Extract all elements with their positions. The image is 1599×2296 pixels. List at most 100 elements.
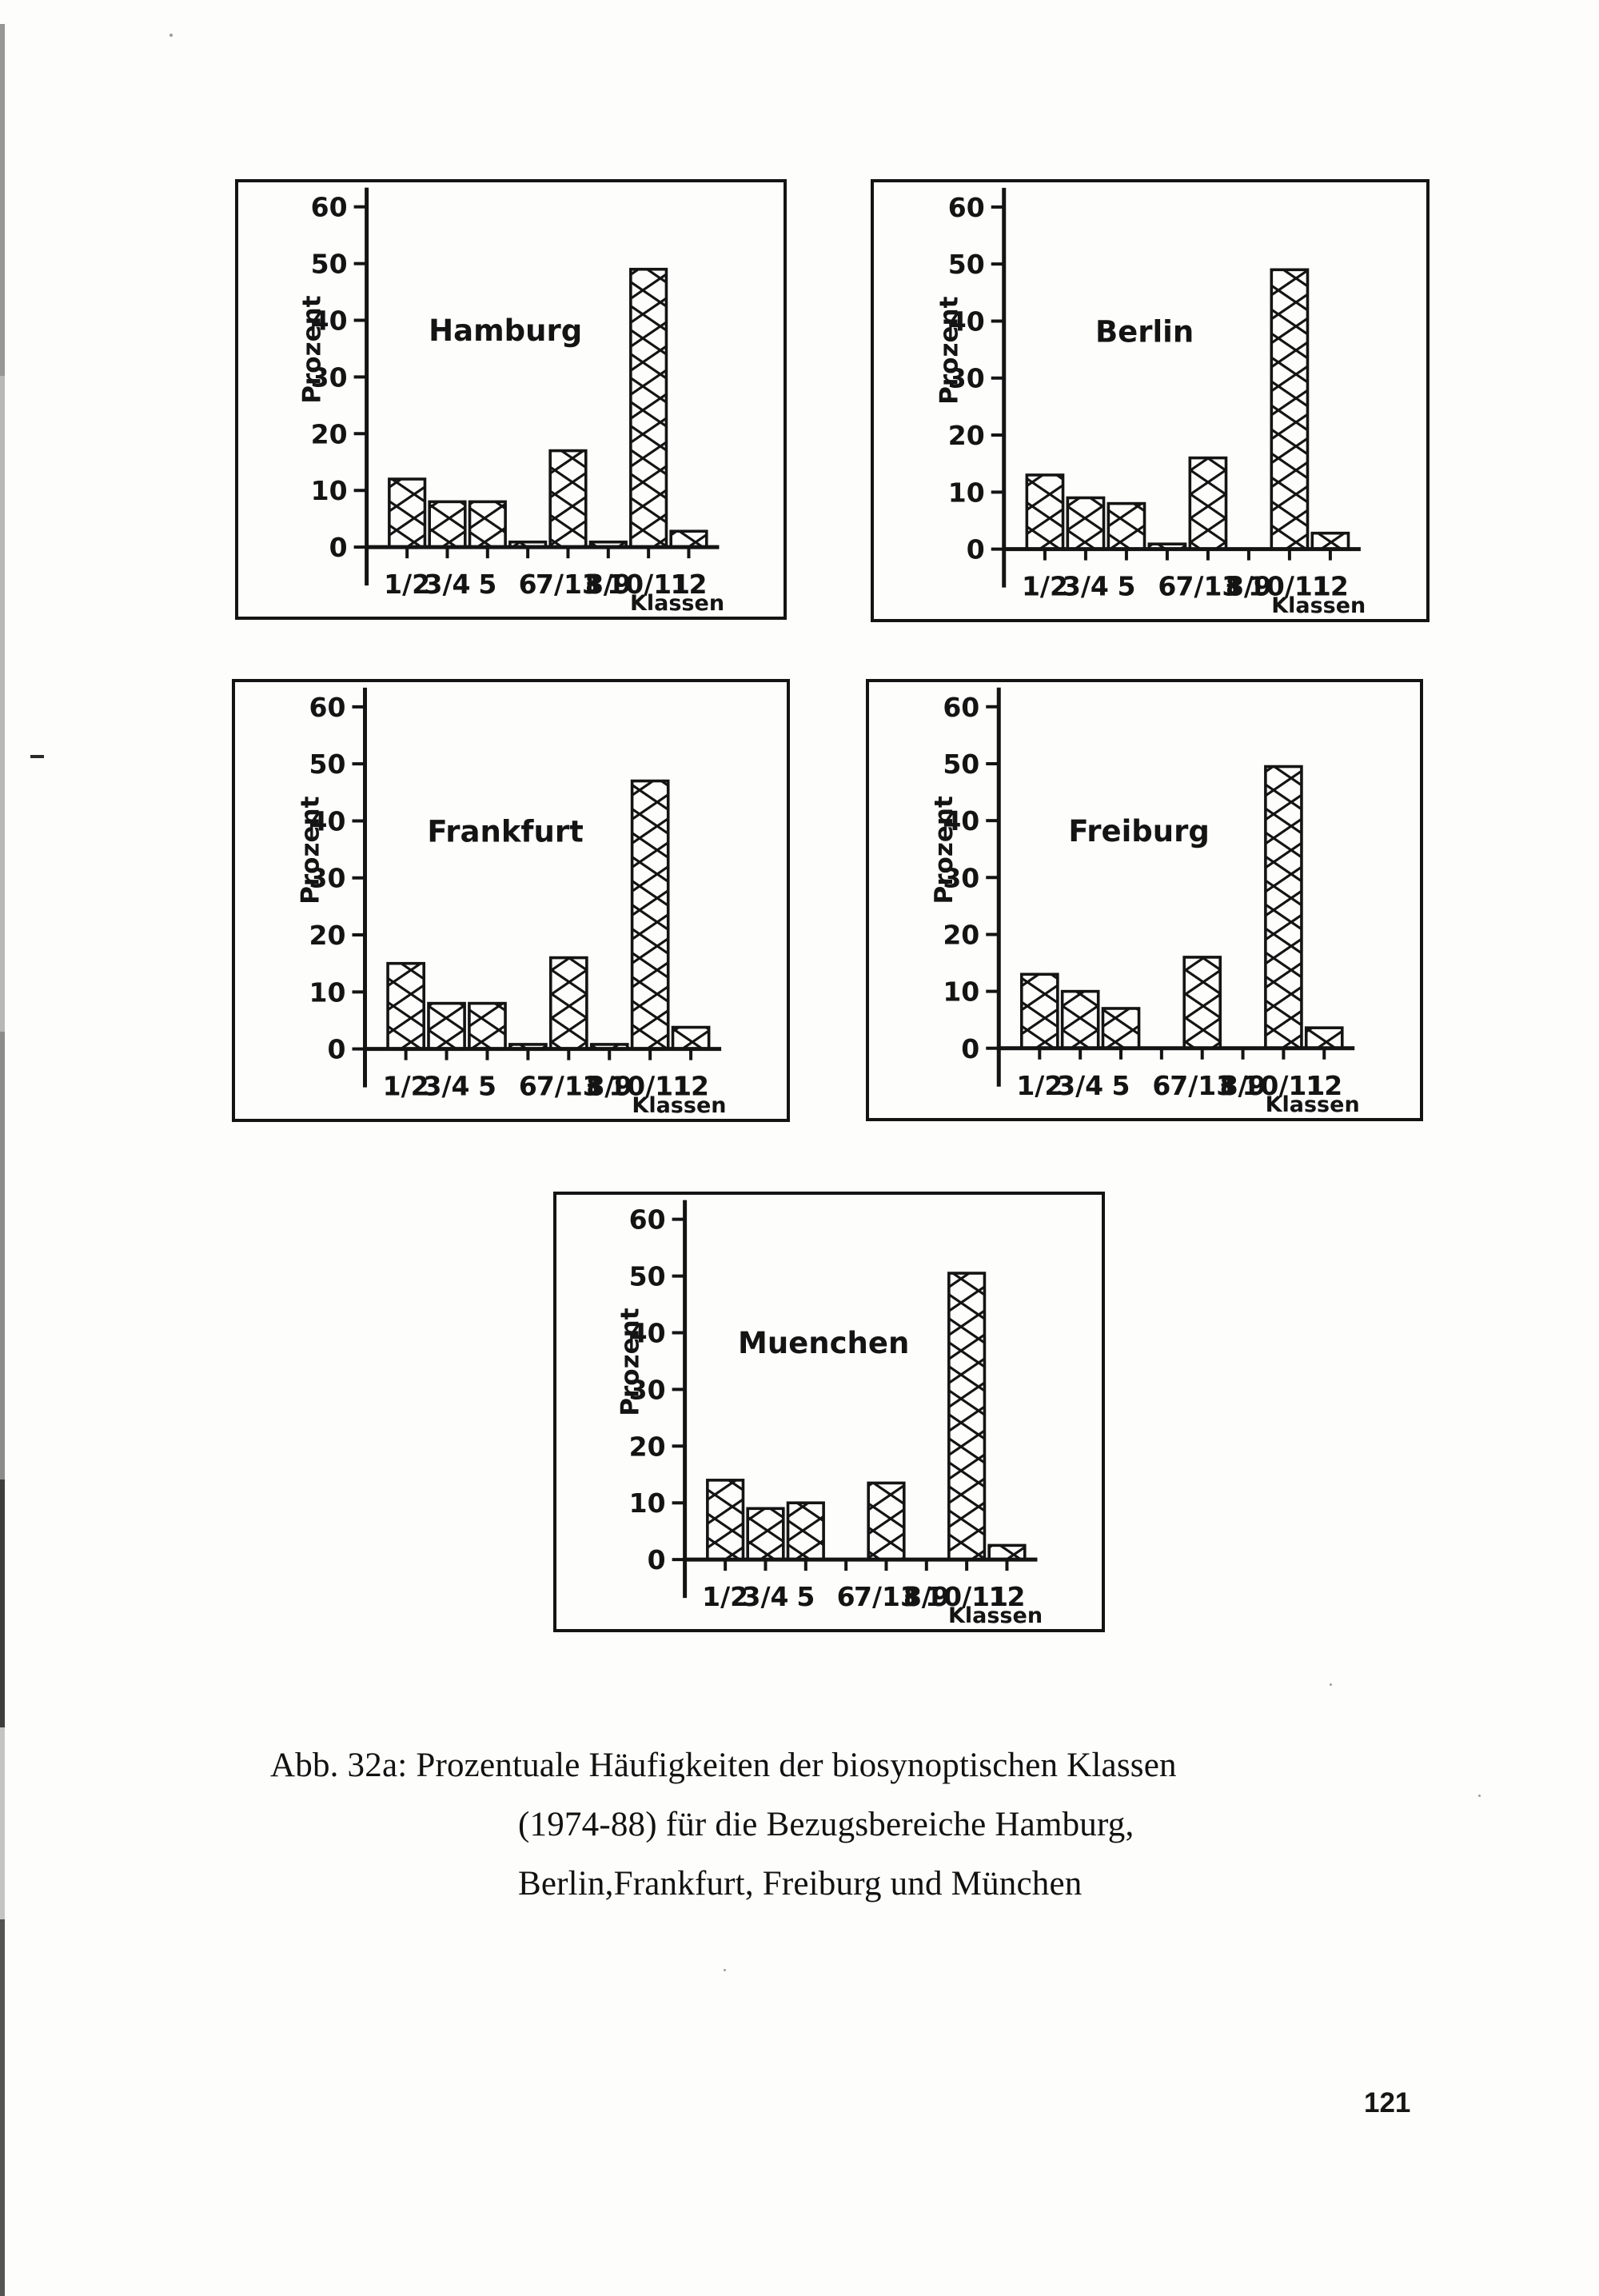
y-tick-label: 30 bbox=[311, 361, 348, 393]
x-tick-label: 7/13 bbox=[1170, 1070, 1234, 1101]
bar-chart-muenchen: 0 10 20 30 40 50 60 1/23/4 5 67/138/910/1112Klass… bbox=[616, 1200, 1043, 1628]
y-tick-label: 10 bbox=[943, 976, 979, 1008]
y-tick-label: 30 bbox=[629, 1374, 666, 1405]
x-tick-label: 6 bbox=[837, 1581, 855, 1612]
x-tick-label: 7/13 bbox=[536, 569, 600, 600]
y-tick-label: 40 bbox=[948, 305, 985, 337]
bar-8/9 bbox=[589, 1043, 629, 1051]
x-tick-label: 8/9 bbox=[903, 1581, 950, 1612]
bar-3/4 bbox=[1060, 989, 1100, 1050]
bar-12 bbox=[1304, 1026, 1344, 1050]
x-tick-label: 6 bbox=[1158, 571, 1176, 602]
y-tick-label: 10 bbox=[311, 475, 348, 506]
x-tick-label: 1/2 bbox=[1016, 1070, 1063, 1101]
chart-title: Freiburg bbox=[1068, 814, 1210, 849]
x-tick-label: 12 bbox=[672, 1071, 709, 1102]
x-tick-label: 6 bbox=[519, 569, 537, 600]
y-tick-label: 0 bbox=[961, 1033, 979, 1064]
bar-5 bbox=[1107, 501, 1146, 551]
x-tick-label: 7/13 bbox=[1175, 571, 1240, 602]
x-tick-label: 6 bbox=[1152, 1070, 1170, 1101]
bar-chart-berlin: 0 10 20 30 40 50 60 1/23/4 5 6 7/138/910/1112Klass… bbox=[935, 187, 1366, 618]
x-tick-label: 10/11 bbox=[1248, 571, 1331, 602]
x-tick-label: 5 bbox=[478, 569, 496, 600]
x-tick-label: 5 bbox=[1112, 1070, 1130, 1101]
bar-10/11 bbox=[1270, 268, 1310, 551]
y-tick-label: 0 bbox=[328, 1034, 346, 1065]
bar-5 bbox=[1101, 1007, 1141, 1050]
chart-title: Berlin bbox=[1095, 314, 1194, 349]
y-tick-label: 50 bbox=[309, 749, 346, 780]
bar-1/2 bbox=[1025, 473, 1065, 551]
y-tick-label: 50 bbox=[948, 249, 985, 280]
y-tick-label: 60 bbox=[948, 192, 985, 223]
chart-frame-freiburg: 0 10 20 30 40 50 60 1/2 3/4 5 6 7/13 8/9 10/11 12 Klass… bbox=[866, 679, 1423, 1121]
y-tick-label: 60 bbox=[309, 692, 346, 723]
y-axis-label: Prozent bbox=[296, 796, 325, 904]
y-tick-label: 40 bbox=[309, 805, 346, 837]
y-tick-label: 20 bbox=[948, 420, 985, 451]
scan-edge-artifact bbox=[0, 1919, 5, 2296]
x-tick-label: 12 bbox=[1306, 1070, 1342, 1101]
x-tick-label: 1/2 bbox=[384, 569, 430, 600]
y-tick-label: 20 bbox=[311, 418, 348, 449]
bar-chart-freiburg: 0 10 20 30 40 50 60 1/23/4 5 67/138/910/1112Klass… bbox=[930, 687, 1360, 1117]
x-tick-label: 5 bbox=[796, 1581, 815, 1612]
page-number: 121 bbox=[1364, 2087, 1411, 2118]
bar-8/9 bbox=[588, 540, 628, 549]
y-tick-label: 40 bbox=[943, 805, 979, 837]
bar-10/11 bbox=[947, 1272, 987, 1561]
x-tick-label: 5 bbox=[478, 1071, 496, 1102]
chart-frame-frankfurt: 0 10 20 30 40 50 60 1/2 3/4 5 6 7/13 8/9 10/11 12 Klass… bbox=[232, 679, 790, 1122]
bar-1/2 bbox=[388, 477, 427, 549]
x-axis-label: Klassen bbox=[630, 591, 724, 616]
y-axis-label: Prozent bbox=[930, 796, 959, 904]
x-tick-label: 8/9 bbox=[585, 569, 632, 600]
x-tick-label: 3/4 bbox=[1057, 1070, 1103, 1101]
x-tick-label: 8/9 bbox=[1220, 1070, 1266, 1101]
y-tick-label: 30 bbox=[309, 863, 346, 894]
bar-1/2 bbox=[386, 961, 425, 1051]
y-tick-label: 50 bbox=[629, 1261, 666, 1292]
bar-3/4 bbox=[746, 1507, 785, 1561]
chart-frame-berlin: 0 10 20 30 40 50 60 1/2 3/4 5 6 7/13 8/9 10/11 12 Klass… bbox=[871, 179, 1430, 622]
bar-7/13 bbox=[1188, 456, 1228, 551]
x-tick-label: 3/4 bbox=[742, 1581, 788, 1612]
bar-7/13 bbox=[548, 956, 588, 1051]
y-tick-label: 10 bbox=[629, 1487, 666, 1519]
y-axis-label: Prozent bbox=[935, 296, 964, 404]
caption-line-1: Abb. 32a: Prozentuale Häufigkeiten der b… bbox=[270, 1747, 1177, 1784]
bar-12 bbox=[1310, 531, 1350, 551]
y-tick-label: 30 bbox=[943, 862, 979, 893]
bar-5 bbox=[468, 1001, 507, 1051]
y-tick-label: 10 bbox=[309, 976, 346, 1008]
bar-7/13 bbox=[548, 449, 588, 549]
y-axis-label: Prozent bbox=[616, 1308, 645, 1416]
y-tick-label: 60 bbox=[311, 192, 348, 223]
bar-1/2 bbox=[706, 1479, 745, 1561]
bar-chart-hamburg: 0 10 20 30 40 50 60 1/23/4 5 67/138/910/1112Klass… bbox=[298, 187, 724, 616]
x-tick-label: 8/9 bbox=[1226, 571, 1272, 602]
bar-5 bbox=[786, 1501, 825, 1561]
chart-title: Muenchen bbox=[738, 1326, 909, 1360]
bar-10/11 bbox=[629, 267, 668, 549]
caption-line-2: (1974-88) für die Bezugsbereiche Hamburg… bbox=[518, 1806, 1134, 1843]
x-tick-label: 1/2 bbox=[1022, 571, 1068, 602]
x-axis-label: Klassen bbox=[1271, 593, 1366, 618]
bar-5 bbox=[468, 500, 507, 549]
scan-speck bbox=[1478, 1795, 1481, 1797]
scan-edge-artifact bbox=[0, 376, 5, 1032]
x-tick-label: 8/9 bbox=[586, 1071, 632, 1102]
bar-7/13 bbox=[1182, 956, 1222, 1050]
x-axis-label: Klassen bbox=[948, 1603, 1043, 1628]
x-tick-label: 1/2 bbox=[383, 1071, 429, 1102]
scan-mark bbox=[30, 755, 44, 758]
y-tick-label: 0 bbox=[329, 532, 348, 563]
x-tick-label: 5 bbox=[1117, 571, 1135, 602]
y-tick-label: 10 bbox=[948, 477, 985, 508]
y-tick-label: 40 bbox=[311, 305, 348, 336]
bar-12 bbox=[987, 1543, 1027, 1561]
bar-12 bbox=[669, 529, 708, 549]
x-axis-label: Klassen bbox=[1266, 1092, 1360, 1117]
x-tick-label: 10/11 bbox=[925, 1581, 1008, 1612]
